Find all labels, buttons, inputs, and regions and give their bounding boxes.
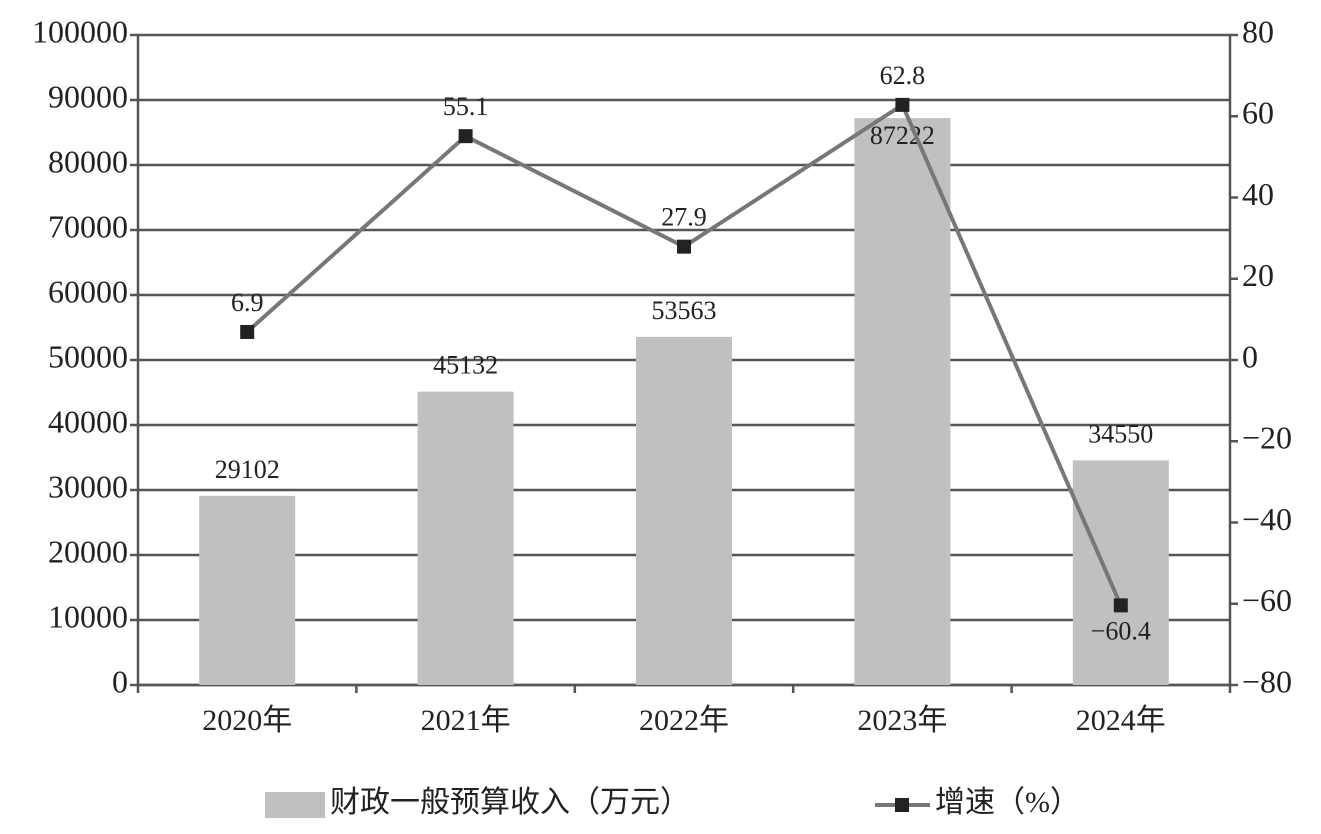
legend-label: 财政一般预算收入（万元） (330, 786, 690, 819)
y2-tick-label: 20 (1242, 257, 1274, 293)
y2-tick-label: 40 (1242, 176, 1274, 212)
y2-tick-label: −20 (1242, 420, 1292, 456)
y-tick-label: 10000 (48, 598, 128, 634)
y-tick-label: 20000 (48, 533, 128, 569)
line-marker (240, 324, 255, 339)
line-marker (895, 97, 910, 112)
line-marker (677, 239, 691, 254)
y-tick-label: 0 (112, 663, 128, 699)
x-tick-label: 2020年 (202, 704, 292, 737)
legend-marker (895, 798, 909, 812)
y2-tick-label: −40 (1242, 501, 1292, 537)
y2-tick-label: 60 (1242, 95, 1274, 131)
y-tick-label: 40000 (48, 403, 128, 439)
bar-value-label: 45132 (433, 351, 498, 380)
line-value-label: 27.9 (661, 203, 707, 232)
y-tick-label: 80000 (48, 143, 128, 179)
bar (1072, 460, 1169, 685)
y-tick-label: 60000 (48, 273, 128, 309)
legend-swatch (265, 792, 325, 818)
y-tick-label: 100000 (32, 13, 128, 49)
y2-tick-label: −80 (1242, 663, 1292, 699)
y2-tick-label: 0 (1242, 338, 1258, 374)
line-value-label: 6.9 (231, 288, 264, 317)
line-value-label: 62.8 (880, 61, 926, 90)
line-marker (1113, 598, 1128, 613)
y-tick-label: 50000 (48, 338, 128, 374)
y-tick-label: 90000 (48, 78, 128, 114)
bar (199, 495, 296, 685)
y2-tick-label: −60 (1242, 582, 1292, 618)
bar-value-label: 53563 (652, 296, 717, 325)
legend-label: 增速（%） (935, 786, 1080, 819)
bar-value-label: 87222 (870, 121, 935, 150)
x-tick-label: 2022年 (639, 704, 729, 737)
x-tick-label: 2024年 (1076, 704, 1166, 737)
line-value-label: −60.4 (1091, 616, 1151, 645)
bar-value-label: 34550 (1088, 419, 1153, 448)
bar-value-label: 29102 (215, 455, 280, 484)
y2-tick-label: 80 (1242, 13, 1274, 49)
line-marker (458, 129, 473, 144)
bar (854, 118, 951, 685)
x-tick-label: 2021年 (421, 704, 511, 737)
x-tick-label: 2023年 (857, 704, 947, 737)
bar (636, 336, 732, 685)
line-value-label: 55.1 (443, 92, 489, 121)
y-tick-label: 30000 (48, 468, 128, 504)
y-tick-label: 70000 (48, 208, 128, 244)
bar (417, 391, 514, 685)
